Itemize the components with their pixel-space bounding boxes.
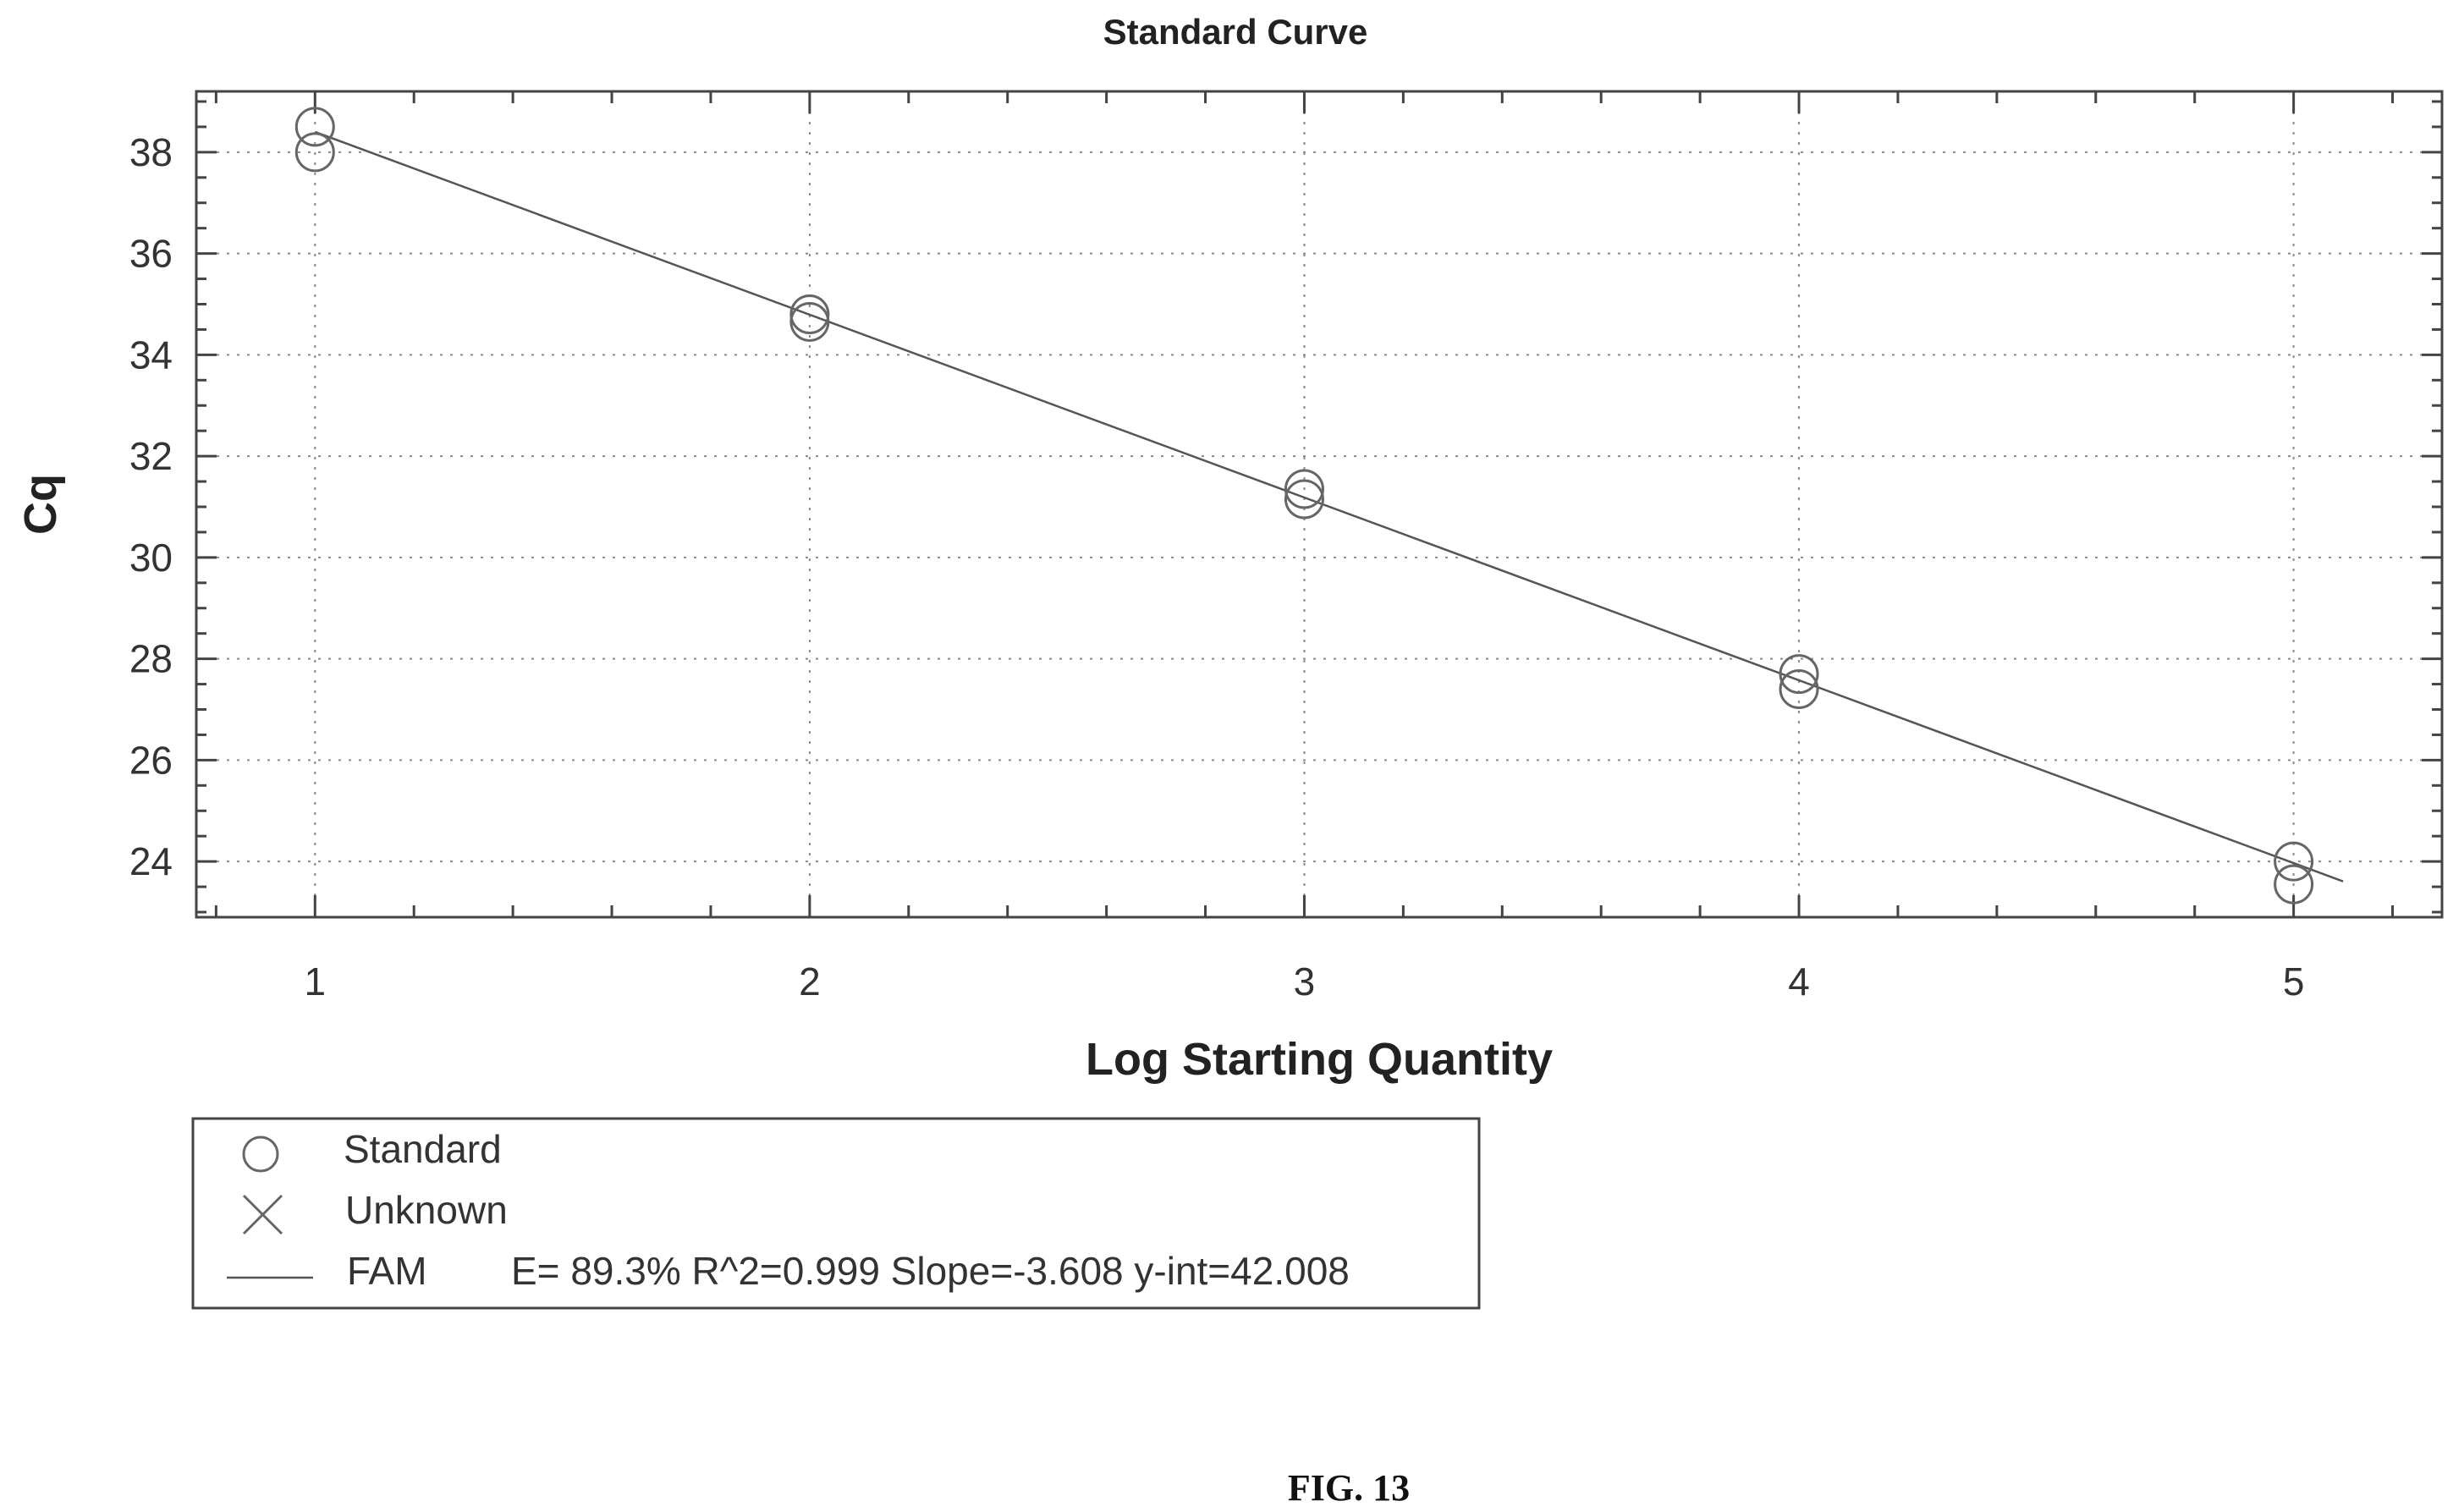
x-tick-label: 3 — [1294, 959, 1316, 1003]
data-points — [294, 107, 2314, 904]
standard-point — [1284, 469, 1324, 509]
y-tick-label: 34 — [129, 333, 173, 377]
x-tick-label: 1 — [305, 959, 327, 1003]
legend-x-icon — [242, 1194, 283, 1235]
legend-label-fam: FAM — [347, 1249, 427, 1293]
y-tick-label: 26 — [129, 738, 173, 782]
standard-point — [294, 132, 335, 173]
chart-title: Standard Curve — [1103, 12, 1368, 52]
standard-point — [789, 294, 830, 334]
standard-point — [2274, 864, 2314, 904]
legend-box — [191, 1117, 1481, 1310]
standard-point — [1779, 669, 1819, 710]
legend: Standard Unknown FAM E= 89.3% R^2=0.999 … — [191, 1117, 1481, 1310]
y-axis-label: Cq — [15, 474, 66, 535]
standard-point — [1779, 654, 1819, 695]
legend-label-standard: Standard — [344, 1127, 502, 1171]
axis-ticks — [196, 91, 2442, 917]
x-axis-label: Log Starting Quantity — [1086, 1034, 1553, 1085]
y-tick-label: 30 — [129, 536, 173, 580]
legend-circle-icon — [242, 1135, 279, 1173]
standard-point — [2274, 841, 2314, 882]
y-tick-label: 24 — [129, 839, 173, 883]
standard-point — [789, 301, 830, 342]
x-tick-label: 4 — [1788, 959, 1810, 1003]
y-tick-label: 28 — [129, 637, 173, 681]
y-tick-label: 32 — [129, 434, 173, 478]
legend-fit-stats: E= 89.3% R^2=0.999 Slope=-3.608 y-int=42… — [511, 1249, 1350, 1293]
fam-fit-line — [314, 130, 2344, 882]
standard-point — [1284, 479, 1324, 520]
plot-frame — [195, 90, 2444, 919]
x-tick-label: 5 — [2283, 959, 2305, 1003]
x-tick-label: 2 — [799, 959, 821, 1003]
figure-caption: FIG. 13 — [1288, 1467, 1410, 1509]
legend-label-unknown: Unknown — [345, 1188, 508, 1232]
y-tick-label: 36 — [129, 232, 173, 276]
standard-point — [294, 107, 335, 147]
y-tick-label: 38 — [129, 130, 173, 174]
